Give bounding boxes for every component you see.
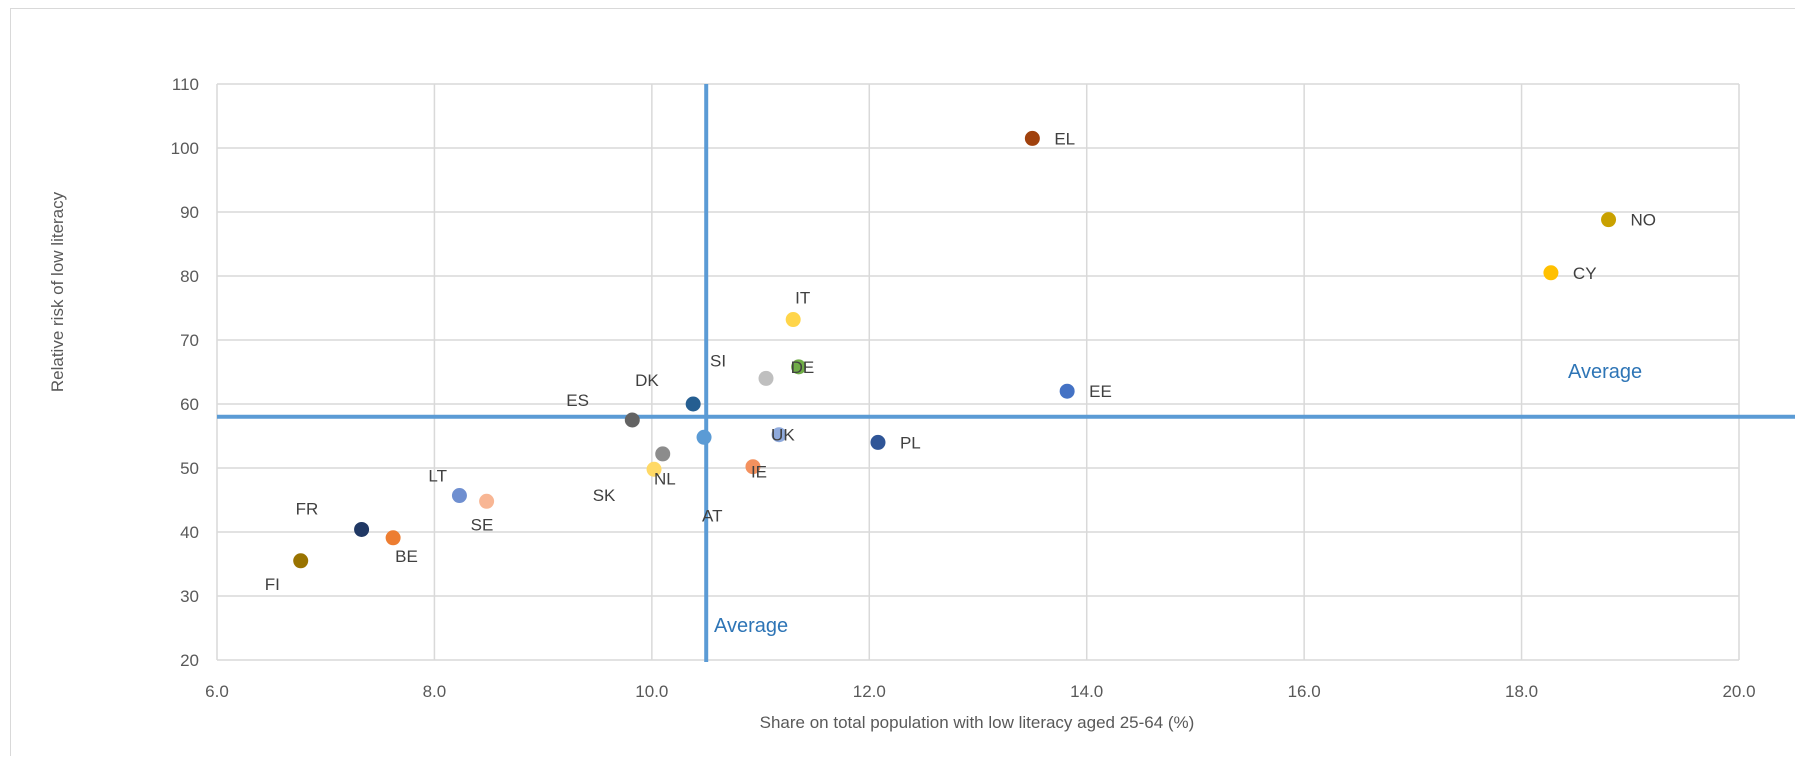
point-label-it: IT xyxy=(795,289,810,308)
point-label-at: AT xyxy=(702,506,722,525)
data-points xyxy=(293,130,1617,569)
y-tick-label: 90 xyxy=(180,203,199,222)
data-point-no xyxy=(1601,212,1617,228)
data-point-lt xyxy=(451,488,467,504)
point-label-ee: EE xyxy=(1089,382,1112,401)
point-labels: EL NO CY IT DE SI EE DK ES UK AT PL SK IE NL LT SE FR BE FI xyxy=(265,129,1656,593)
point-label-fi: FI xyxy=(265,575,280,594)
data-point-fi xyxy=(293,553,309,569)
point-label-ie: IE xyxy=(751,463,767,482)
data-point-se xyxy=(479,493,495,509)
data-point-dk xyxy=(685,396,701,412)
y-average-label: Average xyxy=(1568,361,1642,383)
y-tick-label: 60 xyxy=(180,395,199,414)
chart-frame xyxy=(10,8,1795,756)
data-point-ie xyxy=(745,459,761,475)
x-tick-label: 6.0 xyxy=(205,682,229,701)
data-point-sk xyxy=(655,446,671,462)
point-label-dk: DK xyxy=(635,371,659,390)
point-label-cy: CY xyxy=(1573,264,1597,283)
y-tick-label: 30 xyxy=(180,587,199,606)
x-axis-title: Share on total population with low liter… xyxy=(760,713,1195,732)
data-point-pl xyxy=(870,434,886,450)
point-label-no: NO xyxy=(1631,211,1657,230)
y-tick-label: 70 xyxy=(180,331,199,350)
data-point-it xyxy=(785,312,801,328)
data-point-ee xyxy=(1059,383,1075,399)
data-point-nl xyxy=(646,461,662,477)
x-tick-label: 14.0 xyxy=(1070,682,1103,701)
point-label-fr: FR xyxy=(296,499,319,518)
y-tick-label: 110 xyxy=(172,75,199,94)
point-label-nl: NL xyxy=(654,469,676,488)
y-tick-label: 40 xyxy=(180,523,199,542)
point-label-sk: SK xyxy=(593,486,616,505)
x-tick-label: 10.0 xyxy=(635,682,668,701)
y-tick-label: 100 xyxy=(171,139,199,158)
data-point-el xyxy=(1024,130,1040,146)
data-point-cy xyxy=(1543,265,1559,281)
average-lines xyxy=(217,84,1795,662)
y-axis-title: Relative risk of low literacy xyxy=(48,191,67,392)
point-label-si: SI xyxy=(710,351,726,370)
data-point-fr xyxy=(354,521,370,537)
data-point-be xyxy=(385,530,401,546)
point-label-el: EL xyxy=(1054,129,1075,148)
x-tick-label: 8.0 xyxy=(423,682,447,701)
x-tick-label: 18.0 xyxy=(1505,682,1538,701)
data-point-de xyxy=(791,359,807,375)
point-label-se: SE xyxy=(471,515,494,534)
y-axis-ticks: 20 30 40 50 60 70 80 90 100 110 xyxy=(171,75,199,670)
data-point-si xyxy=(758,370,774,386)
data-point-es xyxy=(624,412,640,428)
data-point-at xyxy=(696,429,712,445)
x-tick-label: 12.0 xyxy=(853,682,886,701)
y-tick-label: 50 xyxy=(180,459,199,478)
point-label-de: DE xyxy=(791,358,815,377)
x-average-label: Average xyxy=(714,615,788,637)
y-tick-label: 80 xyxy=(180,267,199,286)
point-label-uk: UK xyxy=(771,426,795,445)
y-tick-label: 20 xyxy=(180,651,199,670)
x-axis-ticks: 6.0 8.0 10.0 12.0 14.0 16.0 18.0 20.0 xyxy=(205,682,1755,701)
point-label-es: ES xyxy=(566,391,589,410)
point-label-lt: LT xyxy=(428,467,447,486)
gridlines xyxy=(216,83,1740,661)
point-label-pl: PL xyxy=(900,433,921,452)
x-tick-label: 20.0 xyxy=(1722,682,1755,701)
point-label-be: BE xyxy=(395,547,418,566)
x-tick-label: 16.0 xyxy=(1288,682,1321,701)
data-point-uk xyxy=(771,427,787,443)
